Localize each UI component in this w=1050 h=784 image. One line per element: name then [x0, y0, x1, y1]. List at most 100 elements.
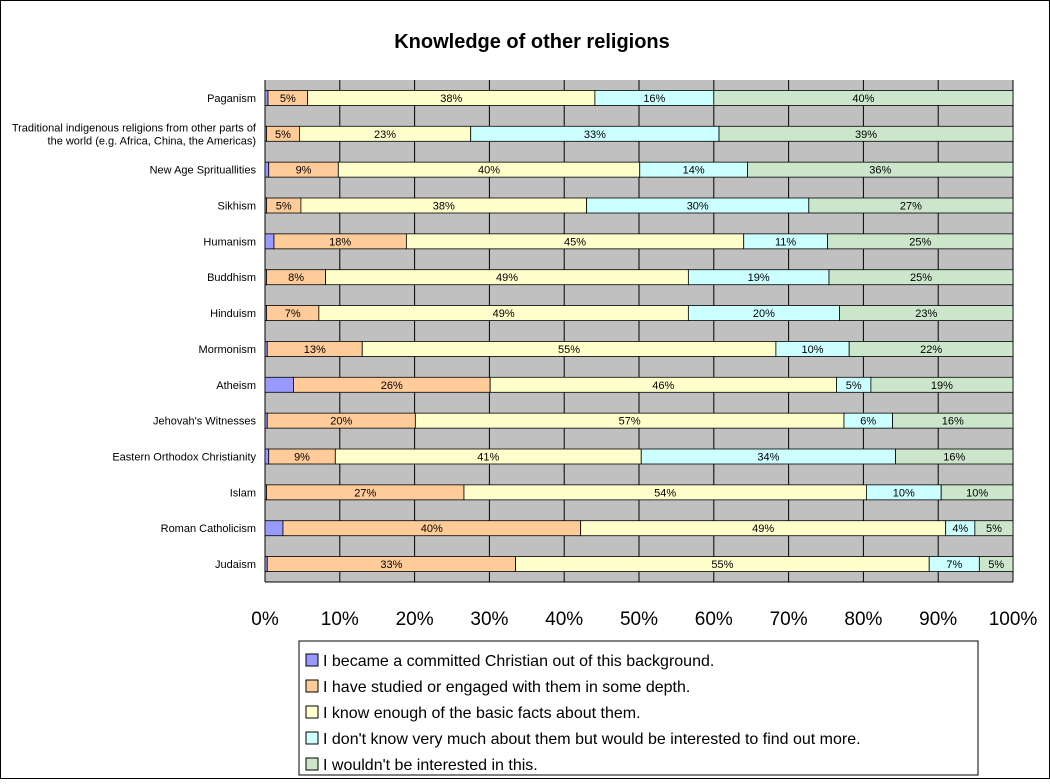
legend-entry: I know enough of the basic facts about t… — [323, 705, 641, 722]
bar-segment — [974, 520, 1014, 537]
x-tick-label: 20% — [396, 609, 434, 630]
category-label: Atheism — [216, 380, 256, 392]
data-label: 13% — [304, 344, 326, 356]
category-label: Sikhism — [217, 201, 256, 213]
data-label: 5% — [988, 559, 1004, 571]
data-label: 23% — [374, 129, 396, 141]
data-label: 7% — [285, 308, 301, 320]
data-label: 45% — [564, 236, 586, 248]
legend-swatch — [305, 705, 319, 719]
data-label: 4% — [952, 523, 968, 535]
category-label: Traditional indigenous religions from ot… — [12, 122, 257, 134]
x-tick-label: 30% — [470, 609, 508, 630]
data-label: 11% — [775, 236, 796, 248]
data-label: 5% — [275, 129, 291, 141]
data-label: 16% — [942, 416, 964, 428]
data-label: 22% — [920, 344, 942, 356]
category-label: Judaism — [215, 559, 256, 571]
data-label: 55% — [558, 344, 580, 356]
data-label: 49% — [752, 523, 774, 535]
data-label: 5% — [276, 201, 292, 213]
bar-segment — [978, 556, 1014, 572]
legend-swatch — [305, 757, 319, 771]
data-label: 40% — [852, 93, 874, 105]
data-label: 25% — [910, 272, 932, 284]
data-label: 55% — [711, 559, 733, 571]
data-label: 20% — [753, 308, 775, 320]
data-label: 10% — [893, 487, 915, 499]
category-label: New Age Sprituallities — [150, 165, 257, 177]
bar-segment — [895, 448, 1014, 465]
bar-segment — [808, 197, 1014, 214]
bar-segment — [892, 412, 1014, 429]
data-label: 7% — [946, 559, 962, 571]
data-label: 57% — [619, 416, 641, 428]
data-label: 8% — [288, 272, 304, 284]
data-label: 49% — [493, 308, 515, 320]
legend-swatch — [305, 731, 319, 745]
x-tick-label: 70% — [770, 609, 808, 630]
category-label: Hinduism — [210, 308, 256, 320]
data-label: 40% — [478, 165, 500, 177]
data-label: 46% — [652, 380, 674, 392]
bar-segment — [264, 448, 270, 465]
category-label: Eastern Orthodox Christianity — [112, 452, 256, 464]
legend-swatch — [305, 653, 319, 667]
legend-swatch — [305, 679, 319, 693]
x-tick-label: 90% — [919, 609, 957, 630]
data-label: 20% — [330, 416, 352, 428]
data-label: 26% — [381, 380, 403, 392]
category-label: Paganism — [207, 93, 256, 105]
data-label: 18% — [329, 236, 351, 248]
category-label: Buddhism — [207, 272, 256, 284]
data-label: 40% — [421, 523, 443, 535]
bar-segment — [713, 90, 1014, 106]
bar-segment — [264, 90, 269, 106]
data-label: 5% — [280, 93, 296, 105]
bar-segment — [940, 484, 1014, 501]
data-label: 27% — [900, 201, 922, 213]
data-label: 14% — [683, 165, 705, 177]
bar-segment — [848, 341, 1014, 357]
data-label: 34% — [757, 452, 779, 464]
category-label: Jehovah's Witnesses — [153, 416, 256, 428]
data-label: 9% — [294, 452, 310, 464]
legend-entry: I have studied or engaged with them in s… — [323, 679, 690, 696]
data-label: 10% — [802, 344, 824, 356]
data-label: 39% — [855, 129, 877, 141]
data-label: 25% — [909, 236, 931, 248]
data-label: 33% — [584, 129, 606, 141]
category-label: Islam — [230, 487, 256, 499]
bar-segment — [870, 376, 1014, 393]
data-label: 27% — [354, 487, 376, 499]
data-label: 49% — [496, 272, 518, 284]
x-tick-label: 60% — [695, 609, 733, 630]
category-label: Mormonism — [199, 344, 256, 356]
legend: I became a committed Christian out of th… — [298, 640, 979, 776]
bar-segment — [718, 125, 1014, 142]
x-tick-label: 100% — [989, 609, 1038, 630]
data-label: 33% — [380, 559, 402, 571]
legend-entry: I don't know very much about them but wo… — [323, 731, 861, 748]
legend-box — [298, 640, 979, 776]
chart-title: Knowledge of other religions — [394, 31, 670, 53]
category-label: the world (e.g. Africa, China, the Ameri… — [48, 135, 256, 147]
data-label: 6% — [860, 416, 876, 428]
x-tick-label: 50% — [620, 609, 658, 630]
data-label: 41% — [477, 452, 499, 464]
data-label: 19% — [748, 272, 770, 284]
x-tick-label: 10% — [321, 609, 359, 630]
data-label: 19% — [931, 380, 953, 392]
category-label: Roman Catholicism — [161, 523, 256, 535]
x-tick-label: 40% — [545, 609, 583, 630]
x-tick-label: 0% — [251, 609, 279, 630]
data-label: 36% — [869, 165, 891, 177]
data-label: 5% — [986, 523, 1002, 535]
data-label: 23% — [915, 308, 937, 320]
category-label: Humanism — [203, 236, 256, 248]
data-label: 38% — [433, 201, 455, 213]
bar-segment — [827, 233, 1014, 250]
legend-entry: I wouldn't be interested in this. — [323, 757, 538, 774]
bar-segment — [264, 520, 284, 537]
